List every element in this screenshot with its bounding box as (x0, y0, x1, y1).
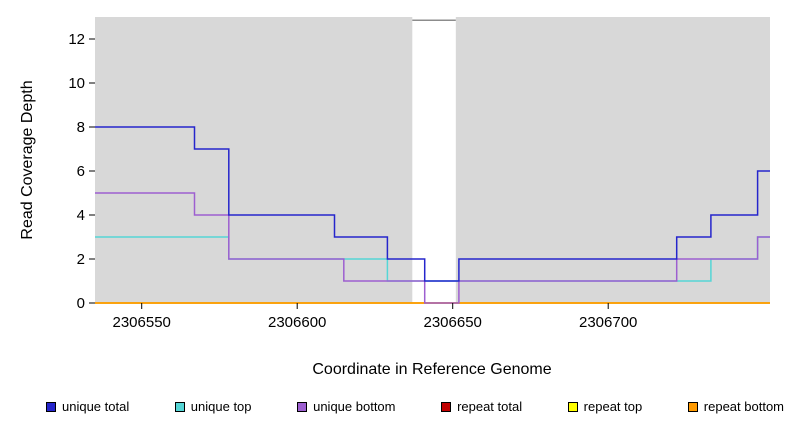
y-tick-label: 4 (77, 207, 85, 224)
legend-label: repeat top (583, 399, 643, 414)
legend-item-unique-total: unique total (46, 399, 129, 414)
plot-layer: 2306550 2306600 2306650 2306700 0 2 4 6 8 10 12 (68, 17, 770, 331)
legend-item-unique-top: unique top (174, 399, 252, 414)
legend-swatch-unique-bottom-icon (297, 401, 308, 412)
series-unique-bottom (95, 192, 770, 304)
legend-swatch-repeat-top-icon (567, 401, 578, 412)
legend-label: repeat bottom (703, 399, 784, 414)
legend-item-repeat-total: repeat total (441, 399, 522, 414)
legend-swatch-repeat-total-icon (441, 401, 452, 412)
legend-item-unique-bottom: unique bottom (297, 399, 396, 414)
x-tick-label: 2306650 (423, 314, 481, 331)
y-tick-label: 6 (77, 163, 85, 180)
x-tick-label: 2306600 (268, 314, 326, 331)
legend-label: unique bottom (313, 399, 396, 414)
legend-swatch-unique-total-icon (46, 401, 56, 412)
x-tick-label: 2306550 (112, 314, 170, 331)
legend-swatch-unique-top-icon (174, 401, 185, 412)
coverage-chart: 2306550 2306600 2306650 2306700 0 2 4 6 8 10 12 Co… (19, 17, 770, 378)
y-axis-title: Read Coverage Depth (19, 80, 36, 239)
legend-label: unique total (62, 399, 130, 414)
legend-swatch-repeat-bottom-icon (687, 401, 698, 412)
chart-legend: unique total unique top unique bottom repea… (46, 399, 784, 414)
y-tick-label: 0 (77, 295, 85, 312)
series-unique-total (95, 126, 770, 282)
y-tick-label: 8 (77, 119, 85, 136)
legend-item-repeat-bottom: repeat bottom (687, 399, 784, 414)
y-tick-label: 2 (77, 251, 85, 268)
x-axis-title: Coordinate in Reference Genome (312, 361, 551, 378)
y-tick-label: 12 (68, 31, 85, 48)
y-tick-label: 10 (68, 75, 85, 92)
masked-region (412, 17, 456, 303)
x-tick-label: 2306700 (579, 314, 637, 331)
legend-label: repeat total (457, 399, 523, 414)
legend-item-repeat-top: repeat top (567, 399, 643, 414)
legend-label: unique top (190, 399, 252, 414)
